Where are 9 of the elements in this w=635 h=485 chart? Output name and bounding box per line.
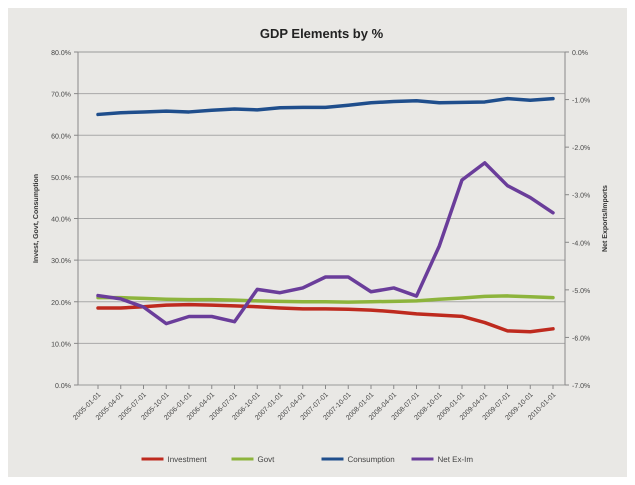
legend-label: Net Ex-Im — [438, 455, 474, 464]
legend-label: Investment — [168, 455, 208, 464]
line-series — [96, 96, 555, 116]
chart-title: GDP Elements by % — [260, 26, 384, 41]
legend-label: Consumption — [348, 455, 395, 464]
line-series — [96, 294, 555, 304]
line-series — [96, 302, 555, 334]
line-series — [96, 161, 555, 326]
legend-label: Govt — [258, 455, 276, 464]
